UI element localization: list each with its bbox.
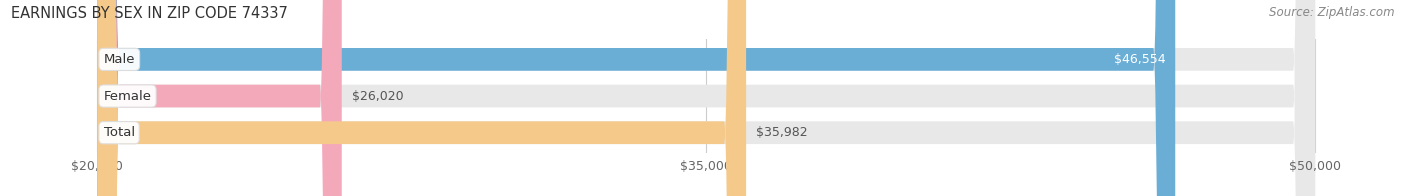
- Text: $26,020: $26,020: [352, 90, 404, 103]
- Text: Total: Total: [104, 126, 135, 139]
- Text: EARNINGS BY SEX IN ZIP CODE 74337: EARNINGS BY SEX IN ZIP CODE 74337: [11, 6, 288, 21]
- Text: $35,982: $35,982: [756, 126, 807, 139]
- FancyBboxPatch shape: [97, 0, 1175, 196]
- FancyBboxPatch shape: [97, 0, 1315, 196]
- Text: Female: Female: [104, 90, 152, 103]
- FancyBboxPatch shape: [97, 0, 1315, 196]
- Text: Source: ZipAtlas.com: Source: ZipAtlas.com: [1270, 6, 1395, 19]
- FancyBboxPatch shape: [97, 0, 747, 196]
- Text: $46,554: $46,554: [1114, 53, 1166, 66]
- FancyBboxPatch shape: [97, 0, 1315, 196]
- Text: Male: Male: [104, 53, 135, 66]
- FancyBboxPatch shape: [97, 0, 342, 196]
